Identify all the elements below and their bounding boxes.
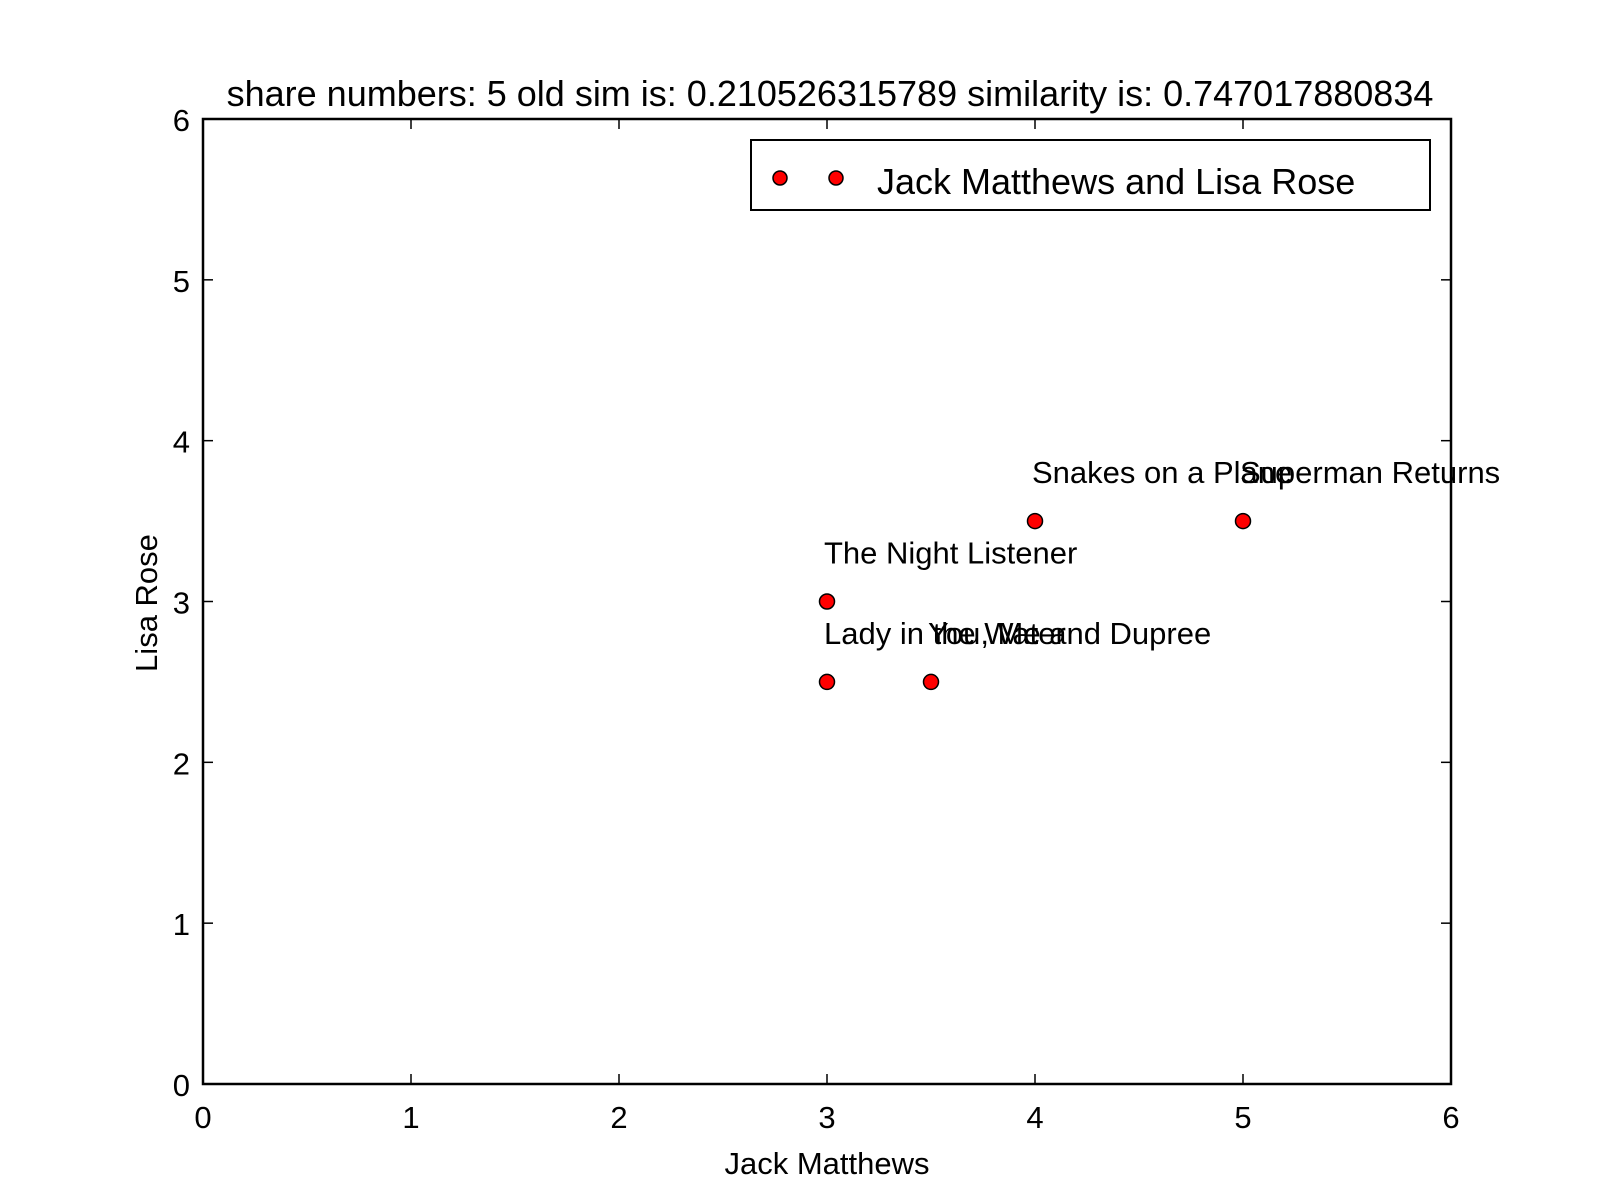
point-label: The Night Listener xyxy=(824,536,1077,571)
data-point xyxy=(1026,512,1044,530)
point-label: Snakes on a Plane xyxy=(1032,455,1292,490)
y-tick-label: 4 xyxy=(173,425,190,460)
x-tick-label: 2 xyxy=(610,1100,627,1135)
y-axis-tick-labels: 0 1 2 3 4 5 6 xyxy=(173,103,190,1103)
x-tick-label: 4 xyxy=(1026,1100,1043,1135)
y-tick-label: 5 xyxy=(173,264,190,299)
y-axis-label: Lisa Rose xyxy=(129,534,164,672)
x-tick-label: 0 xyxy=(194,1100,211,1135)
legend-marker-right xyxy=(828,170,844,186)
data-point xyxy=(818,673,836,691)
point-label: You, Me and Dupree xyxy=(928,616,1211,651)
x-tick-label: 5 xyxy=(1234,1100,1251,1135)
x-axis-label: Jack Matthews xyxy=(724,1146,929,1181)
x-axis-tick-labels: 0 1 2 3 4 5 6 xyxy=(194,1100,1459,1135)
data-point xyxy=(1234,512,1252,530)
y-tick-label: 6 xyxy=(173,103,190,138)
chart-title: share numbers: 5 old sim is: 0.210526315… xyxy=(227,73,1434,114)
x-tick-label: 3 xyxy=(818,1100,835,1135)
data-points xyxy=(818,512,1252,691)
data-point xyxy=(818,593,836,610)
x-tick-label: 1 xyxy=(402,1100,419,1135)
y-tick-label: 1 xyxy=(173,907,190,942)
x-tick-label: 6 xyxy=(1442,1100,1459,1135)
y-tick-label: 0 xyxy=(173,1068,190,1103)
legend: Jack Matthews and Lisa Rose xyxy=(750,139,1431,211)
point-label: Superman Returns xyxy=(1240,455,1500,490)
legend-entry-label: Jack Matthews and Lisa Rose xyxy=(877,161,1355,202)
y-tick-label: 2 xyxy=(173,746,190,781)
data-point xyxy=(922,673,940,691)
legend-marker-left xyxy=(772,170,788,186)
point-label: Lady in the Water xyxy=(824,616,1066,651)
y-tick-label: 3 xyxy=(173,586,190,621)
legend-box xyxy=(750,139,1431,211)
axis-ticks xyxy=(203,119,1451,1084)
